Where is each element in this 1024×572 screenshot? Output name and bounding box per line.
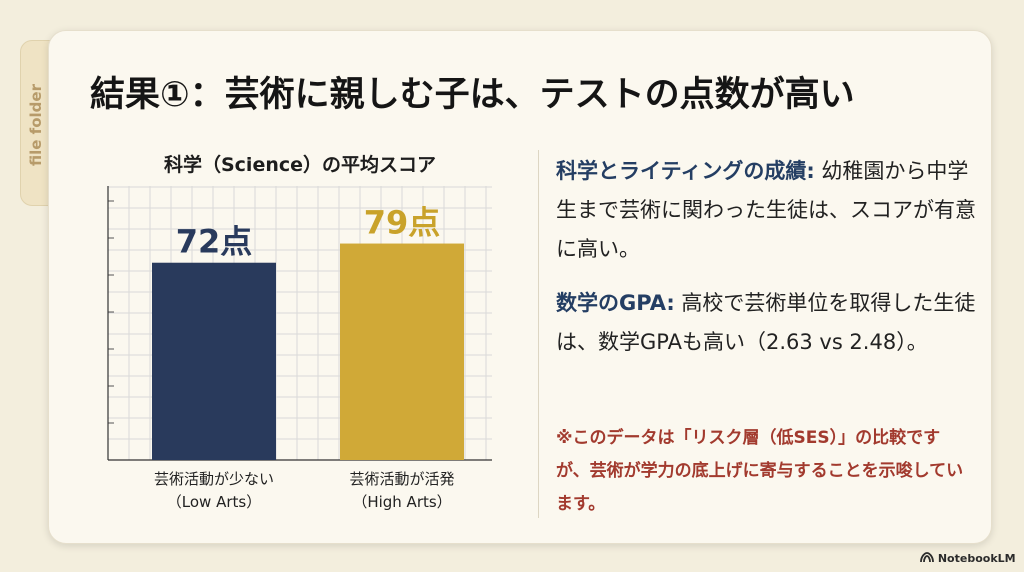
logo-text: NotebookLM bbox=[937, 552, 1016, 565]
folder-tab-label: file folder bbox=[27, 84, 45, 166]
bar-high-arts bbox=[340, 243, 464, 460]
x-tick-label: 芸術活動が活発 bbox=[349, 470, 454, 488]
x-tick-label: （High Arts） bbox=[352, 493, 451, 511]
bar-value-label: 72点 bbox=[176, 223, 253, 261]
data-note: ※このデータは「リスク層（低SES）」の比較ですが、芸術が学力の底上げに寄与する… bbox=[556, 428, 964, 514]
science-writing-paragraph: 科学とライティングの成績: 幼稚園から中学生まで芸術に関わった生徒は、スコアが有… bbox=[556, 152, 976, 269]
slide-title: 結果①：芸術に親しむ子は、テストの点数が高い bbox=[90, 75, 855, 115]
x-tick-label: （Low Arts） bbox=[167, 493, 261, 511]
column-divider bbox=[538, 150, 539, 518]
notebook-logo-icon bbox=[920, 552, 934, 563]
math-gpa-body: 高校で芸術単位を取得した生徒は、数学GPAも高い（2.63 vs 2.48）。 bbox=[556, 291, 976, 354]
science-writing-body: 幼稚園から中学生まで芸術に関わった生徒は、スコアが有意に高い。 bbox=[556, 159, 976, 261]
science-writing-heading: 科学とライティングの成績: bbox=[556, 159, 815, 183]
x-tick-label: 芸術活動が少ない bbox=[154, 470, 274, 488]
math-gpa-heading: 数学のGPA: bbox=[556, 291, 675, 315]
chart-title: 科学（Science）の平均スコア bbox=[163, 154, 437, 176]
bar-low-arts bbox=[152, 262, 276, 460]
bar-value-label: 79点 bbox=[364, 204, 441, 242]
math-gpa-paragraph: 数学のGPA: 高校で芸術単位を取得した生徒は、数学GPAも高い（2.63 vs… bbox=[556, 284, 976, 362]
notebooklm-logo: NotebookLM bbox=[920, 550, 1016, 568]
